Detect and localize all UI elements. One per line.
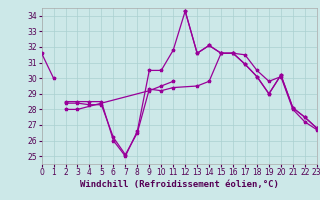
X-axis label: Windchill (Refroidissement éolien,°C): Windchill (Refroidissement éolien,°C) xyxy=(80,180,279,189)
